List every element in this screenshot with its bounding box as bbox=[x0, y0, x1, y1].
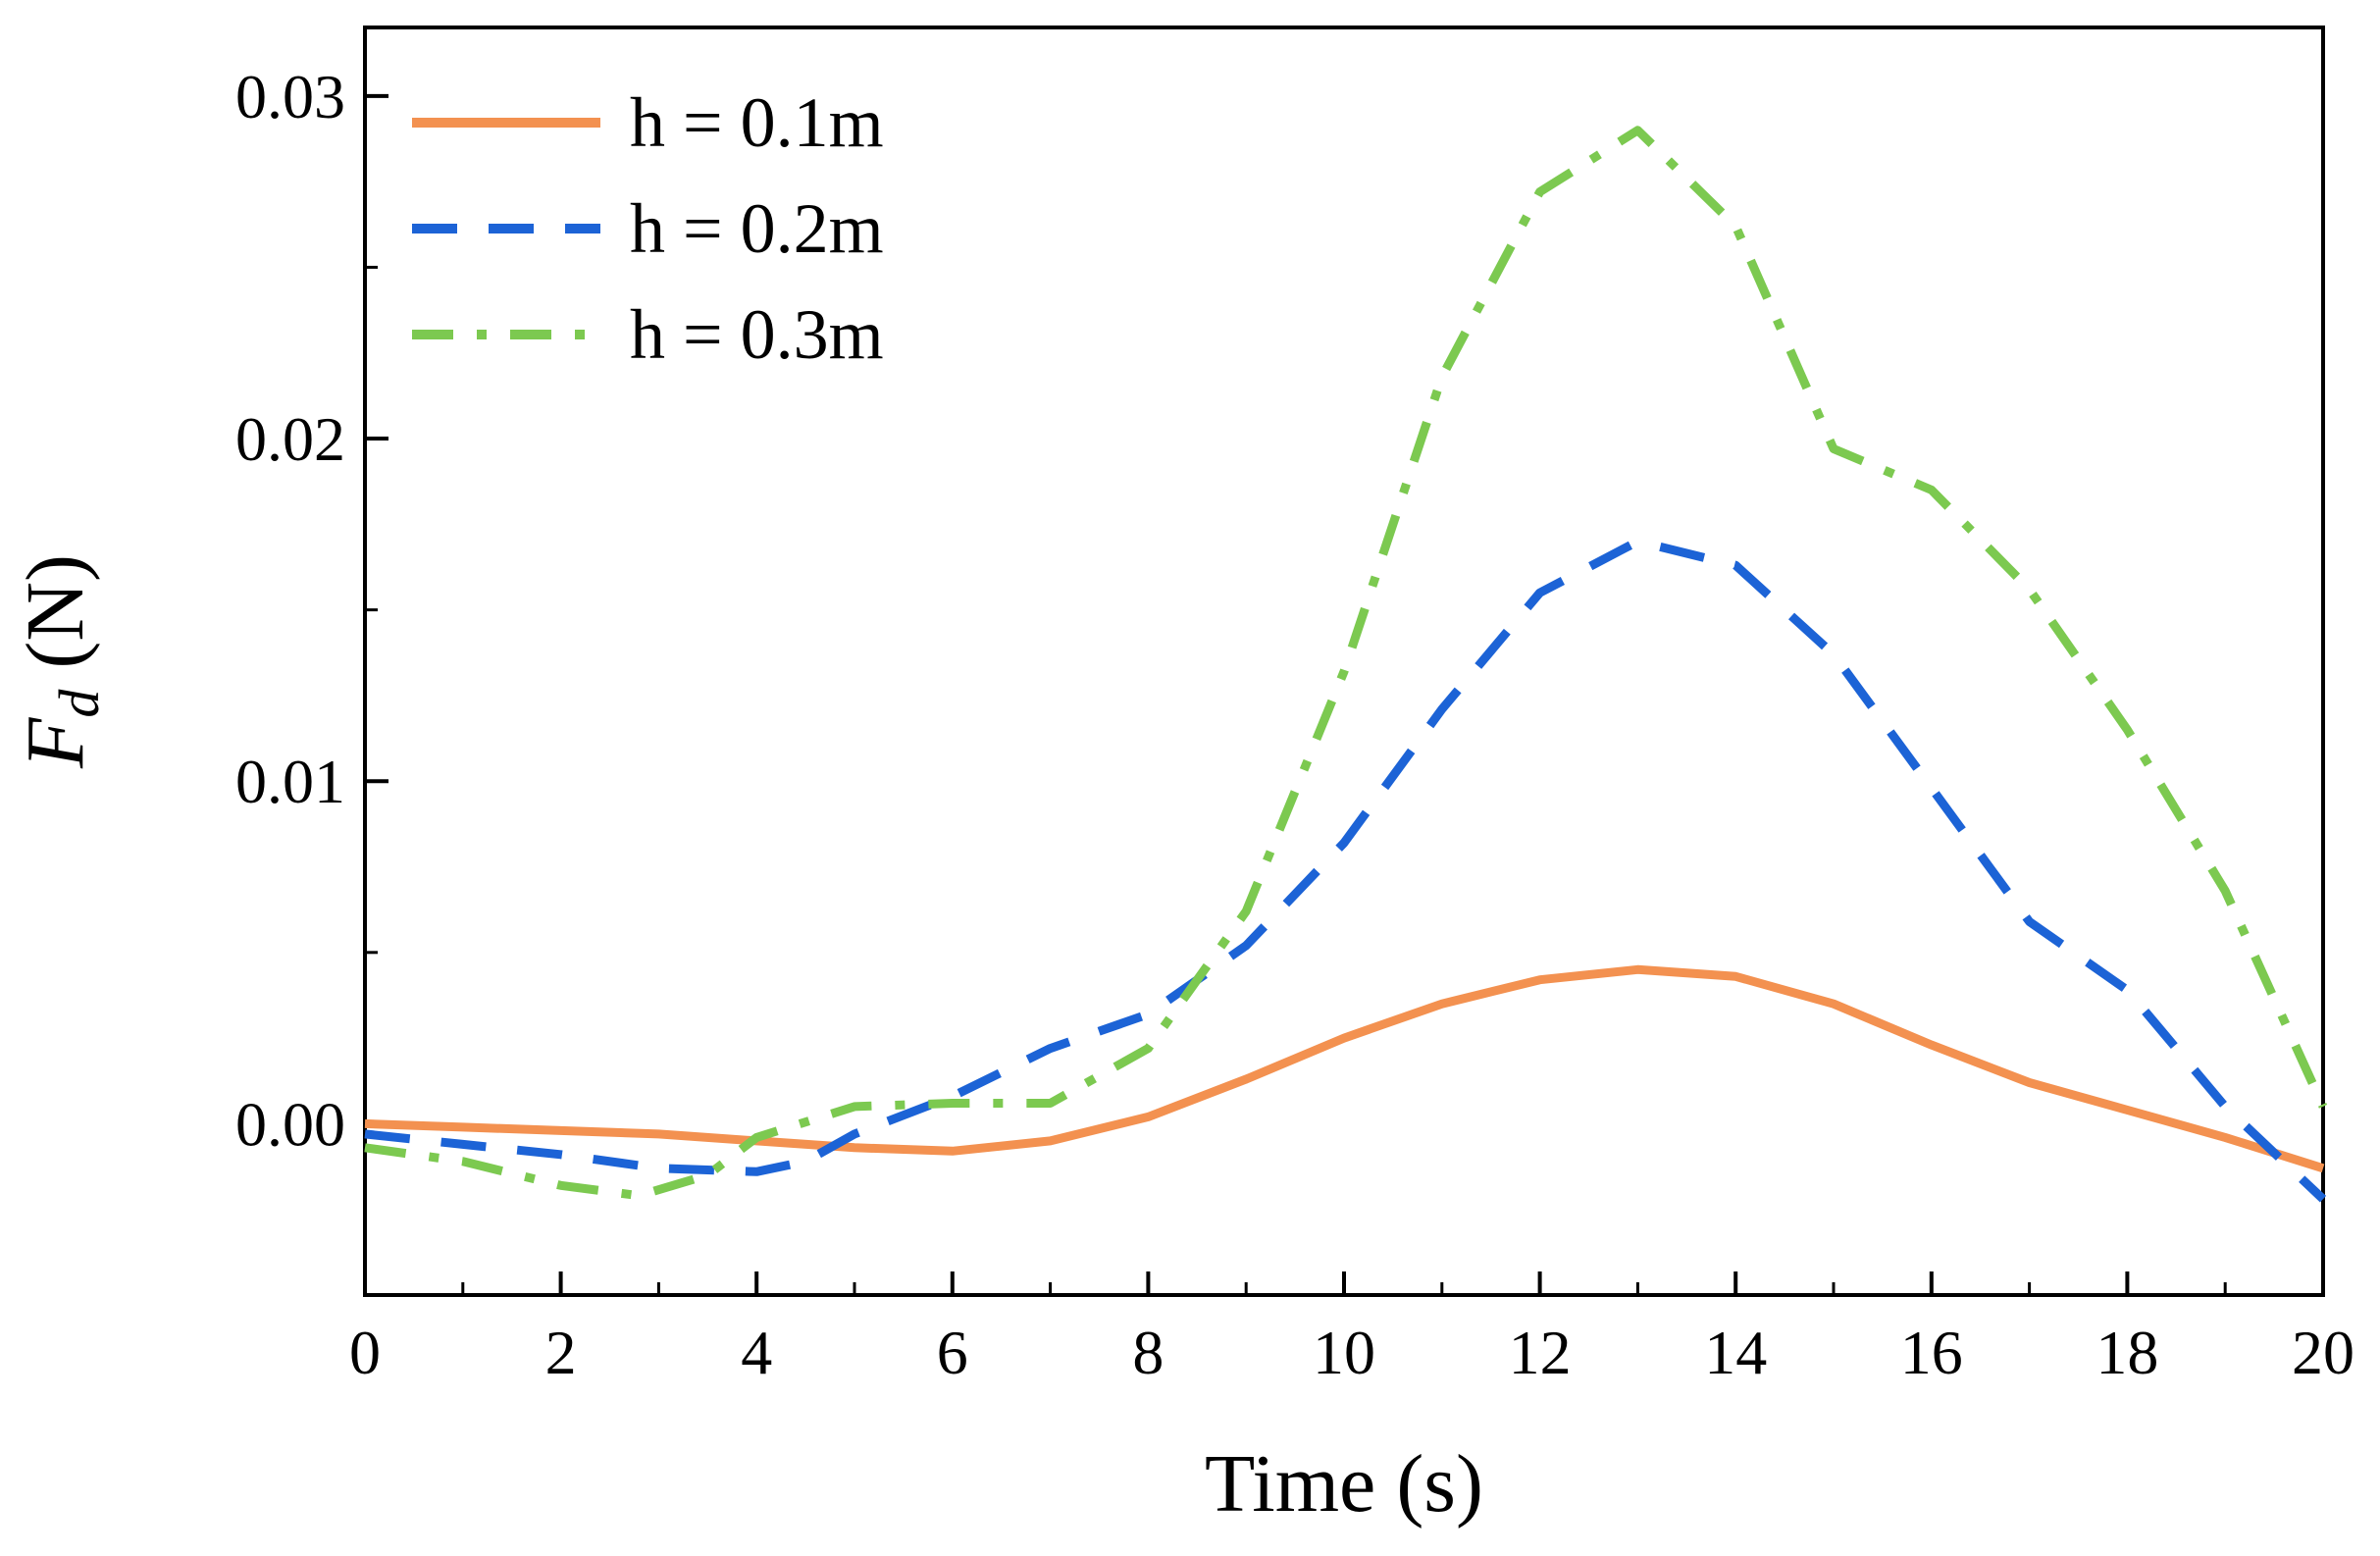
y-axis-title: Fd (N) bbox=[10, 554, 111, 769]
legend: h = 0.1m h = 0.2m h = 0.3m bbox=[412, 83, 884, 374]
x-tick-label: 2 bbox=[545, 1318, 577, 1387]
x-tick-label: 16 bbox=[1900, 1318, 1963, 1387]
y-tick-label: 0.02 bbox=[235, 404, 345, 474]
x-tick-label: 18 bbox=[2095, 1318, 2158, 1387]
x-tick-label: 20 bbox=[2292, 1318, 2354, 1387]
x-axis-title: Time (s) bbox=[1205, 1438, 1483, 1530]
x-tick-label: 14 bbox=[1704, 1318, 1767, 1387]
x-tick-label: 4 bbox=[741, 1318, 772, 1387]
x-tick-label: 6 bbox=[937, 1318, 968, 1387]
legend-label-2: h = 0.2m bbox=[630, 189, 884, 268]
y-tick-label: 0.00 bbox=[235, 1089, 345, 1159]
legend-label-3: h = 0.3m bbox=[630, 295, 884, 374]
y-tick-label: 0.03 bbox=[235, 62, 345, 131]
series-line-1 bbox=[364, 964, 2325, 1173]
y-tick-label: 0.01 bbox=[235, 747, 345, 816]
y-axis-title-main: F bbox=[10, 716, 101, 769]
series-layer bbox=[364, 126, 2328, 1203]
x-tick-label: 10 bbox=[1313, 1318, 1375, 1387]
x-axis-ticks: 0 2 4 6 8 10 12 14 16 18 20 bbox=[349, 1271, 2354, 1387]
y-axis-title-unit: (N) bbox=[10, 554, 101, 690]
x-tick-label: 12 bbox=[1509, 1318, 1572, 1387]
series-line-3 bbox=[364, 126, 2328, 1201]
x-tick-label: 8 bbox=[1132, 1318, 1164, 1387]
x-tick-label: 0 bbox=[349, 1318, 381, 1387]
series-line-2 bbox=[364, 537, 2327, 1203]
y-axis-title-subscript: d bbox=[47, 689, 111, 718]
legend-label-1: h = 0.1m bbox=[630, 83, 884, 162]
